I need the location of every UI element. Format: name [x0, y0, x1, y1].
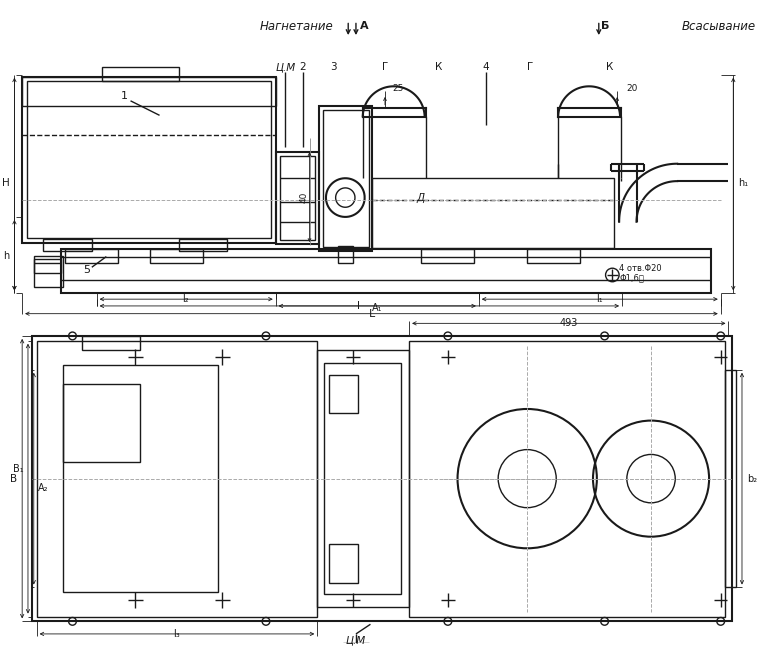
Bar: [280, 156, 315, 240]
Bar: [37, 341, 317, 616]
Text: Д: Д: [416, 193, 425, 202]
Text: 40: 40: [299, 192, 308, 203]
Text: 4: 4: [483, 62, 489, 72]
Bar: [62, 365, 217, 592]
Bar: [61, 249, 711, 293]
Bar: [82, 336, 140, 350]
Text: b₂: b₂: [747, 474, 757, 483]
Text: Б: Б: [601, 22, 610, 31]
Text: К: К: [606, 62, 613, 72]
Text: Нагнетание: Нагнетание: [260, 20, 334, 33]
Bar: [527, 249, 581, 263]
Text: 493: 493: [560, 318, 578, 328]
Bar: [32, 336, 732, 622]
Bar: [34, 259, 61, 273]
Text: Φ1,6Ⓜ: Φ1,6Ⓜ: [619, 273, 644, 282]
Text: 3: 3: [331, 62, 337, 72]
Bar: [150, 249, 203, 263]
Bar: [338, 246, 353, 263]
Text: H: H: [2, 178, 9, 188]
Text: h₁: h₁: [738, 178, 748, 188]
Text: 1: 1: [121, 91, 128, 101]
Text: h: h: [3, 251, 9, 261]
Bar: [329, 375, 358, 413]
Text: 25: 25: [392, 84, 403, 93]
Bar: [22, 77, 276, 105]
Text: B₁: B₁: [12, 464, 23, 474]
Bar: [372, 178, 614, 248]
Bar: [27, 81, 271, 238]
Text: A₁: A₁: [372, 303, 382, 313]
Bar: [102, 67, 179, 81]
Text: l: l: [357, 301, 360, 311]
Bar: [65, 249, 118, 263]
Bar: [276, 152, 319, 244]
Text: A: A: [360, 22, 369, 31]
Text: L: L: [369, 309, 375, 319]
Bar: [22, 77, 276, 243]
Text: A₂: A₂: [38, 483, 48, 493]
Text: К: К: [435, 62, 442, 72]
Text: 2: 2: [299, 62, 306, 72]
Text: Г: Г: [527, 62, 534, 72]
Text: l₃: l₃: [173, 629, 180, 639]
Text: l₁: l₁: [597, 294, 603, 304]
Text: Г: Г: [382, 62, 388, 72]
Bar: [317, 350, 409, 607]
Text: l₂: l₂: [183, 294, 189, 304]
Text: B: B: [10, 474, 17, 483]
Text: Всасывание: Всасывание: [682, 20, 756, 33]
Bar: [409, 341, 725, 616]
Bar: [319, 105, 372, 251]
Text: Ц.М: Ц.М: [275, 62, 295, 72]
Bar: [324, 363, 402, 594]
Bar: [34, 255, 62, 287]
Bar: [43, 239, 92, 251]
Text: 4 отв.Φ20: 4 отв.Φ20: [619, 264, 662, 272]
Text: 5: 5: [83, 265, 90, 275]
Bar: [329, 544, 358, 583]
Text: 20: 20: [626, 84, 638, 93]
Bar: [62, 384, 140, 462]
Bar: [179, 239, 227, 251]
Bar: [421, 249, 474, 263]
Text: Ц.М: Ц.М: [346, 636, 366, 646]
Bar: [323, 109, 369, 247]
Bar: [725, 370, 736, 588]
